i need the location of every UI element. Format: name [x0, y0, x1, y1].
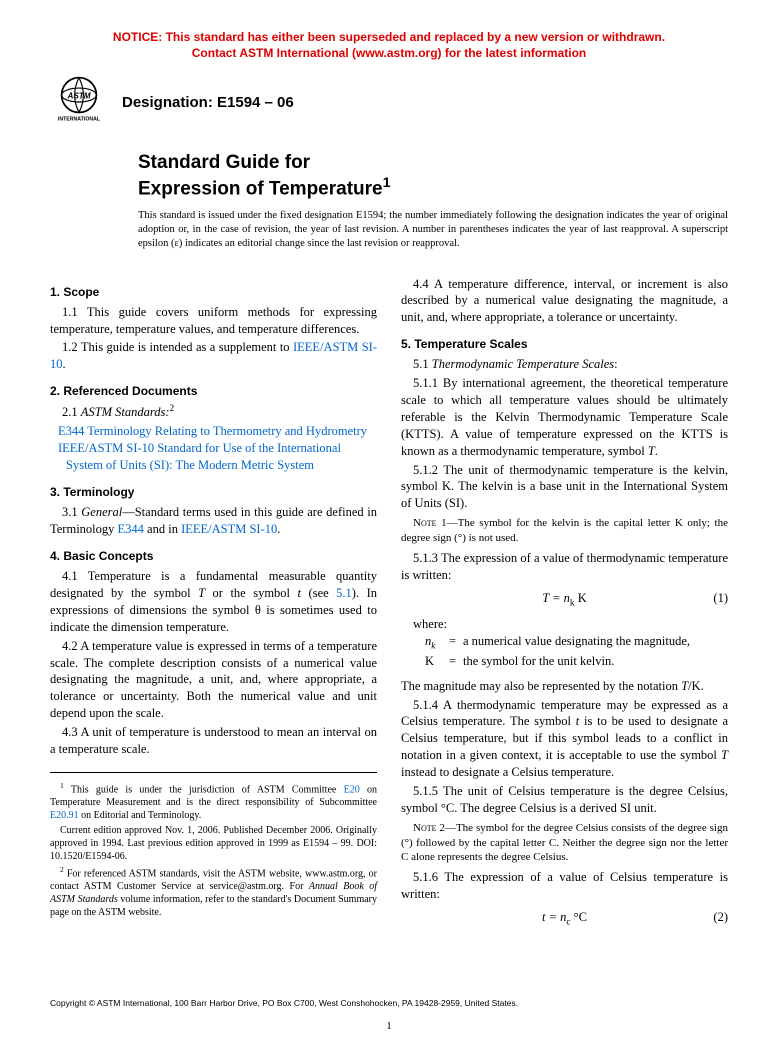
p4-1: 4.1 Temperature is a fundamental measura… — [50, 568, 377, 636]
p4-2: 4.2 A temperature value is expressed in … — [50, 638, 377, 722]
ref-si10: IEEE/ASTM SI-10 Standard for Use of the … — [66, 440, 377, 474]
p1-1: 1.1 This guide covers uniform methods fo… — [50, 304, 377, 338]
sec4-head: 4. Basic Concepts — [50, 548, 377, 564]
title-line2: Expression of Temperature — [138, 178, 383, 199]
notice-line2: Contact ASTM International (www.astm.org… — [192, 46, 586, 60]
p5-1-2: 5.1.2 The unit of thermodynamic temperat… — [401, 462, 728, 513]
p5-1-4: 5.1.4 A thermodynamic temperature may be… — [401, 697, 728, 781]
p5-1-6: 5.1.6 The expression of a value of Celsi… — [401, 869, 728, 903]
title-sup: 1 — [383, 175, 391, 191]
sec1-head: 1. Scope — [50, 284, 377, 300]
where: where: — [401, 616, 728, 633]
page-number: 1 — [0, 1020, 778, 1032]
sec5-head: 5. Temperature Scales — [401, 336, 728, 352]
astm-logo: ASTM INTERNATIONAL — [50, 73, 108, 131]
p2-1: 2.1 ASTM Standards:2 — [50, 403, 377, 421]
link-e344[interactable]: E344 — [58, 424, 84, 438]
sec2-head: 2. Referenced Documents — [50, 383, 377, 399]
eq2: t = nc °C(2) — [401, 909, 728, 929]
title: Standard Guide for Expression of Tempera… — [138, 151, 728, 201]
p3-1: 3.1 General—Standard terms used in this … — [50, 504, 377, 538]
page: NOTICE: This standard has either been su… — [0, 0, 778, 1050]
footnotes: 1 This guide is under the jurisdiction o… — [50, 772, 377, 920]
eq1: T = nk K(1) — [401, 590, 728, 610]
fn1b: Current edition approved Nov. 1, 2006. P… — [50, 824, 377, 863]
notice-line1: NOTICE: This standard has either been su… — [113, 30, 665, 44]
p4-4: 4.4 A temperature difference, interval, … — [401, 276, 728, 327]
mag-note: The magnitude may also be represented by… — [401, 678, 728, 695]
left-col: 1. Scope 1.1 This guide covers uniform m… — [50, 274, 377, 936]
note1: Note 1—The symbol for the kelvin is the … — [401, 516, 728, 546]
link-si10-3[interactable]: IEEE/ASTM SI-10 — [181, 522, 277, 536]
p5-1: 5.1 Thermodynamic Temperature Scales: — [401, 356, 728, 373]
svg-text:ASTM: ASTM — [67, 92, 91, 101]
title-block: Standard Guide for Expression of Tempera… — [138, 151, 728, 201]
issuance-note: This standard is issued under the fixed … — [138, 209, 728, 252]
sec3-head: 3. Terminology — [50, 484, 377, 500]
notice-banner: NOTICE: This standard has either been su… — [50, 30, 728, 61]
p5-1-1: 5.1.1 By international agreement, the th… — [401, 375, 728, 459]
p4-3: 4.3 A unit of temperature is understood … — [50, 724, 377, 758]
where-nk: nk=a numerical value designating the mag… — [425, 633, 728, 653]
p5-1-5: 5.1.5 The unit of Celsius temperature is… — [401, 783, 728, 817]
note2: Note 2—The symbol for the degree Celsius… — [401, 821, 728, 866]
link-51[interactable]: 5.1 — [336, 586, 352, 600]
p1-2: 1.2 This guide is intended as a suppleme… — [50, 339, 377, 373]
columns: 1. Scope 1.1 This guide covers uniform m… — [50, 274, 728, 936]
svg-text:INTERNATIONAL: INTERNATIONAL — [58, 117, 101, 123]
designation: Designation: E1594 – 06 — [122, 94, 294, 111]
fn2: 2 For referenced ASTM standards, visit t… — [50, 865, 377, 919]
link-si10-2[interactable]: IEEE/ASTM SI-10 — [58, 441, 154, 455]
title-line1: Standard Guide for — [138, 152, 310, 173]
fn1: 1 This guide is under the jurisdiction o… — [50, 781, 377, 822]
header: ASTM INTERNATIONAL Designation: E1594 – 0… — [50, 73, 728, 131]
right-col: 4.4 A temperature difference, interval, … — [401, 274, 728, 936]
p5-1-3: 5.1.3 The expression of a value of therm… — [401, 550, 728, 584]
copyright: Copyright © ASTM International, 100 Barr… — [50, 998, 518, 1008]
link-e20[interactable]: E20 — [344, 784, 360, 795]
link-e2091[interactable]: E20.91 — [50, 810, 79, 821]
where-k: K=the symbol for the unit kelvin. — [425, 653, 728, 670]
link-e344-2[interactable]: E344 — [118, 522, 144, 536]
ref-e344: E344 Terminology Relating to Thermometry… — [66, 423, 377, 440]
